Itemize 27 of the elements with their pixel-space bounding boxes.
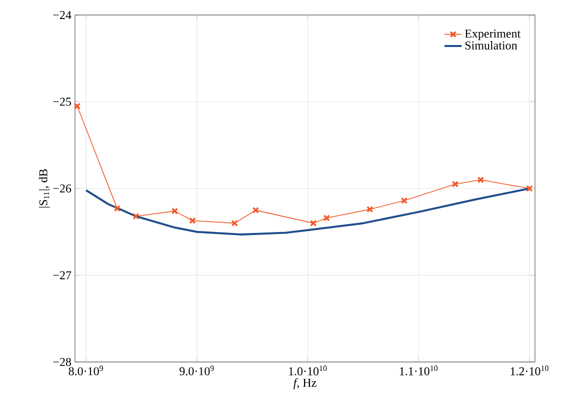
point (477, 176, 484, 184)
line-series (85, 188, 530, 236)
x-tick-label: 8.0·10$^{9}$ (68, 366, 104, 376)
point (366, 206, 374, 213)
x-tick-label: 1.0·10$^{10}$ (289, 366, 327, 376)
point (400, 197, 408, 204)
x-tick-label: 1.2·10$^{10}$ (510, 366, 548, 376)
point (452, 180, 459, 188)
y-axis-title: |S$_{11}$|, dB (38, 169, 50, 208)
point (171, 208, 178, 214)
point (323, 214, 330, 222)
point (132, 212, 140, 220)
point (310, 220, 317, 227)
legend-label: Simulation (465, 41, 518, 50)
x-tick-label: 9.0·10$^{9}$ (180, 366, 214, 376)
y-tick-label: −25 (53, 98, 72, 106)
legend-label: Experiment (464, 30, 521, 40)
x-axis-title: f, Hz (293, 378, 316, 390)
y-tick-label: −24 (53, 11, 72, 19)
y-tick-label: −26 (53, 184, 72, 193)
point (189, 217, 196, 224)
y-tick-label: −27 (53, 271, 72, 280)
point (114, 205, 120, 212)
point (231, 220, 238, 227)
x-tick-label: 1.1·10$^{10}$ (400, 366, 438, 376)
y-tick-label: −28 (53, 358, 72, 366)
point (252, 206, 260, 214)
